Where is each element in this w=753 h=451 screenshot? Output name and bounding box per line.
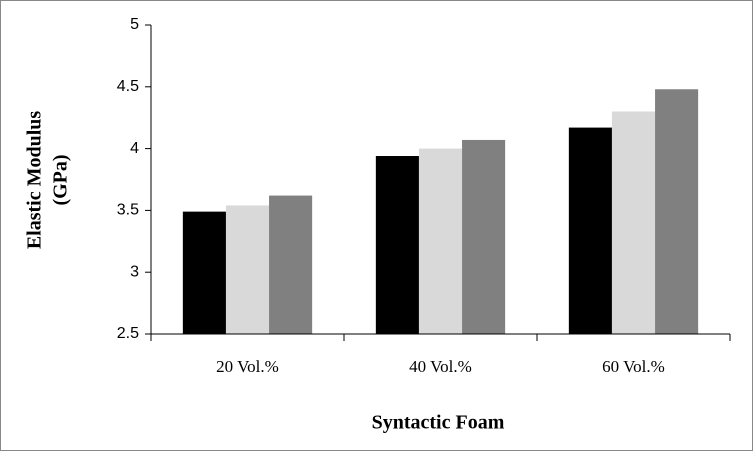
x-tick-label: 40 Vol.% bbox=[409, 357, 472, 376]
x-tick-label: 60 Vol.% bbox=[602, 357, 665, 376]
x-tick-label: 20 Vol.% bbox=[216, 357, 279, 376]
y-axis-title: (GPa) bbox=[50, 154, 72, 205]
bar bbox=[269, 195, 313, 334]
bar bbox=[225, 205, 270, 334]
bar bbox=[568, 127, 612, 334]
bar bbox=[462, 139, 506, 334]
y-tick-label: 2.5 bbox=[117, 325, 139, 342]
y-tick-label: 4.5 bbox=[117, 78, 139, 95]
y-tick-label: 5 bbox=[130, 16, 139, 33]
y-axis-title: Elastic Modulus bbox=[24, 111, 46, 250]
y-tick-label: 4 bbox=[130, 140, 139, 157]
bar bbox=[655, 89, 699, 334]
y-tick-label: 3 bbox=[130, 263, 139, 280]
bar bbox=[182, 211, 226, 334]
bar bbox=[611, 111, 656, 335]
bar bbox=[375, 156, 419, 334]
x-axis-title: Syntactic Foam bbox=[372, 412, 505, 434]
bar bbox=[418, 148, 463, 334]
y-tick-label: 3.5 bbox=[117, 202, 139, 219]
